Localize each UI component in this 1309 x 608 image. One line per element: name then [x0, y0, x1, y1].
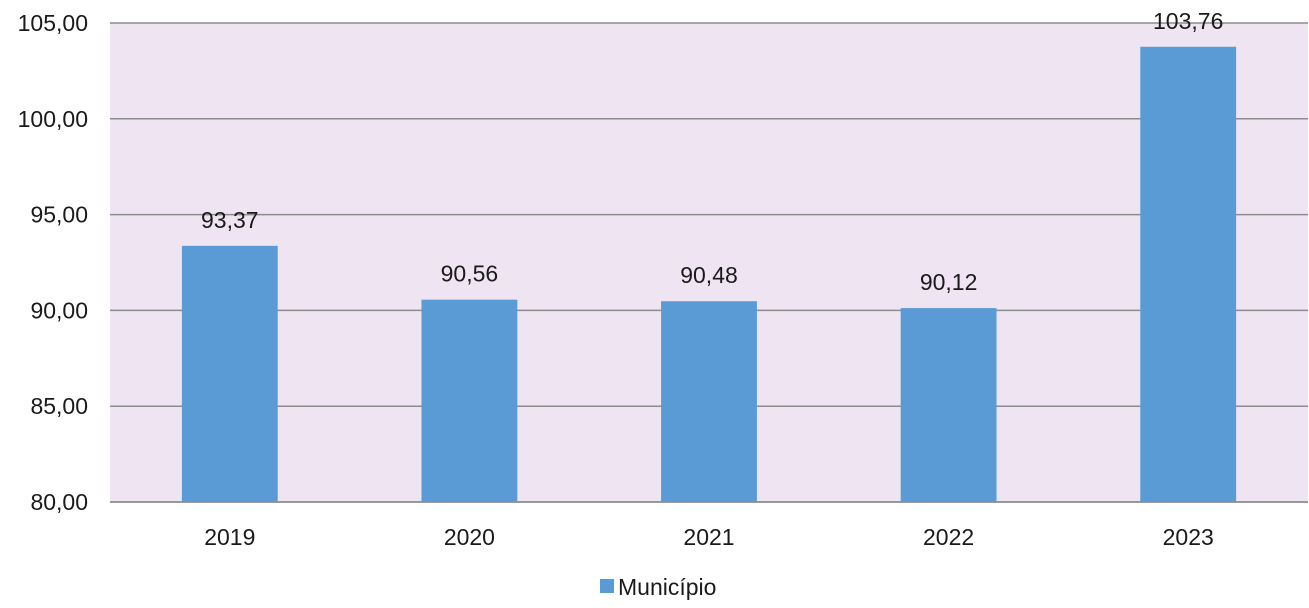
data-labels: 93,37 90,56 90,48 90,12 103,76: [201, 8, 1223, 295]
x-tick-label: 2021: [683, 524, 734, 550]
bar-2022: [900, 308, 997, 502]
x-tick-label: 2019: [204, 524, 255, 550]
x-tick-label: 2022: [923, 524, 974, 550]
x-tick-label: 2020: [444, 524, 495, 550]
bar-2023: [1140, 46, 1237, 503]
y-axis-tick-labels: 80,00 85,00 90,00 95,00 100,00 105,00: [18, 10, 88, 515]
x-tick-label: 2023: [1163, 524, 1214, 550]
data-label: 103,76: [1153, 8, 1223, 34]
y-tick-label: 80,00: [30, 489, 88, 515]
legend-swatch: [600, 579, 614, 593]
data-label: 90,48: [680, 262, 738, 288]
y-tick-label: 95,00: [30, 202, 88, 228]
data-label: 90,56: [441, 261, 499, 287]
y-tick-label: 85,00: [30, 393, 88, 419]
legend-label: Município: [618, 574, 716, 600]
legend: Município: [600, 574, 716, 600]
data-label: 90,12: [920, 269, 978, 295]
y-tick-label: 90,00: [30, 297, 88, 323]
bar-2019: [181, 245, 278, 502]
bars: [181, 46, 1237, 503]
y-tick-label: 105,00: [18, 10, 88, 36]
bar-2021: [661, 301, 757, 502]
bar-2020: [421, 299, 518, 502]
y-tick-label: 100,00: [18, 106, 88, 132]
x-axis-tick-labels: 2019 2020 2021 2022 2023: [204, 524, 1214, 550]
data-label: 93,37: [201, 207, 259, 233]
